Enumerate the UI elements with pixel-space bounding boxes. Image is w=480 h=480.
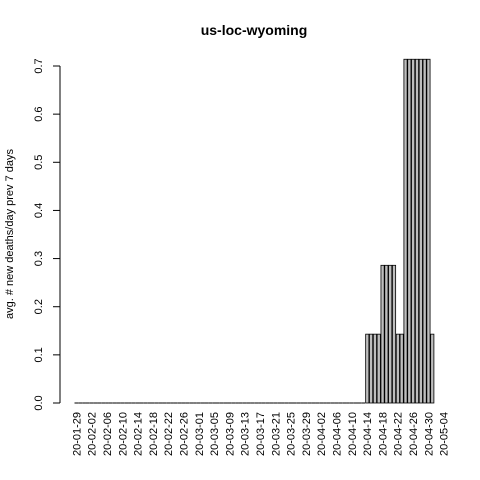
x-tick-label: 20-02-02 — [87, 412, 99, 456]
x-tick-label: 20-03-29 — [301, 412, 313, 456]
y-tick-label: 0.0 — [33, 395, 45, 410]
x-tick-label: 20-02-14 — [133, 412, 145, 456]
bar — [372, 333, 377, 404]
y-tick-label: 0.6 — [33, 106, 45, 121]
x-tick-label: 20-02-22 — [163, 412, 175, 456]
bar — [399, 333, 404, 404]
x-tick-label: 20-02-18 — [148, 412, 160, 456]
x-tick-label: 20-04-06 — [331, 412, 343, 456]
bar — [426, 58, 431, 404]
bar — [369, 333, 374, 404]
bar — [384, 264, 389, 404]
y-tick-label: 0.5 — [33, 155, 45, 170]
x-tick-label: 20-01-29 — [71, 412, 83, 456]
x-tick-label: 20-04-02 — [316, 412, 328, 456]
x-tick-label: 20-04-22 — [393, 412, 405, 456]
y-tick-label: 0.4 — [33, 203, 45, 218]
x-axis: 20-01-29 20-02-02 20-02-06 20-02-10 20-02-14… — [71, 412, 450, 456]
x-tick-label: 20-04-14 — [362, 412, 374, 456]
bar — [376, 333, 381, 404]
x-tick-label: 20-05-04 — [439, 412, 451, 456]
x-tick-label: 20-04-30 — [423, 412, 435, 456]
x-tick-label: 20-04-26 — [408, 412, 420, 456]
bars-group — [74, 58, 435, 404]
bar — [407, 58, 412, 404]
y-axis-label: avg. # new deaths/day prev 7 days — [4, 149, 16, 319]
bar — [380, 264, 385, 404]
y-axis: 0.0 0.1 0.2 0.3 0.4 0.5 0.6 0.7 — [33, 58, 61, 411]
bar — [403, 58, 408, 404]
x-tick-label: 20-02-06 — [102, 412, 114, 456]
chart-title: us-loc-wyoming — [201, 22, 308, 38]
x-tick-label: 20-03-09 — [224, 412, 236, 456]
x-tick-label: 20-03-21 — [270, 412, 282, 456]
bar — [422, 58, 427, 404]
bar — [388, 264, 393, 404]
y-tick-label: 0.7 — [33, 58, 45, 73]
x-tick-label: 20-04-10 — [347, 412, 359, 456]
x-tick-label: 20-03-13 — [240, 412, 252, 456]
x-tick-label: 20-03-17 — [255, 412, 267, 456]
bar — [411, 58, 416, 404]
y-tick-label: 0.2 — [33, 299, 45, 314]
y-tick-label: 0.1 — [33, 347, 45, 362]
bar — [418, 58, 423, 404]
x-tick-label: 20-03-01 — [194, 412, 206, 456]
bar — [395, 333, 400, 404]
bar — [414, 58, 420, 404]
x-tick-label: 20-03-25 — [286, 412, 298, 456]
x-tick-label: 20-02-10 — [117, 412, 129, 456]
bar — [365, 333, 370, 404]
bar — [392, 264, 397, 404]
bar — [430, 333, 435, 404]
x-tick-label: 20-03-05 — [209, 412, 221, 456]
x-tick-label: 20-04-18 — [377, 412, 389, 456]
x-tick-label: 20-02-26 — [179, 412, 191, 456]
y-tick-label: 0.3 — [33, 251, 45, 266]
